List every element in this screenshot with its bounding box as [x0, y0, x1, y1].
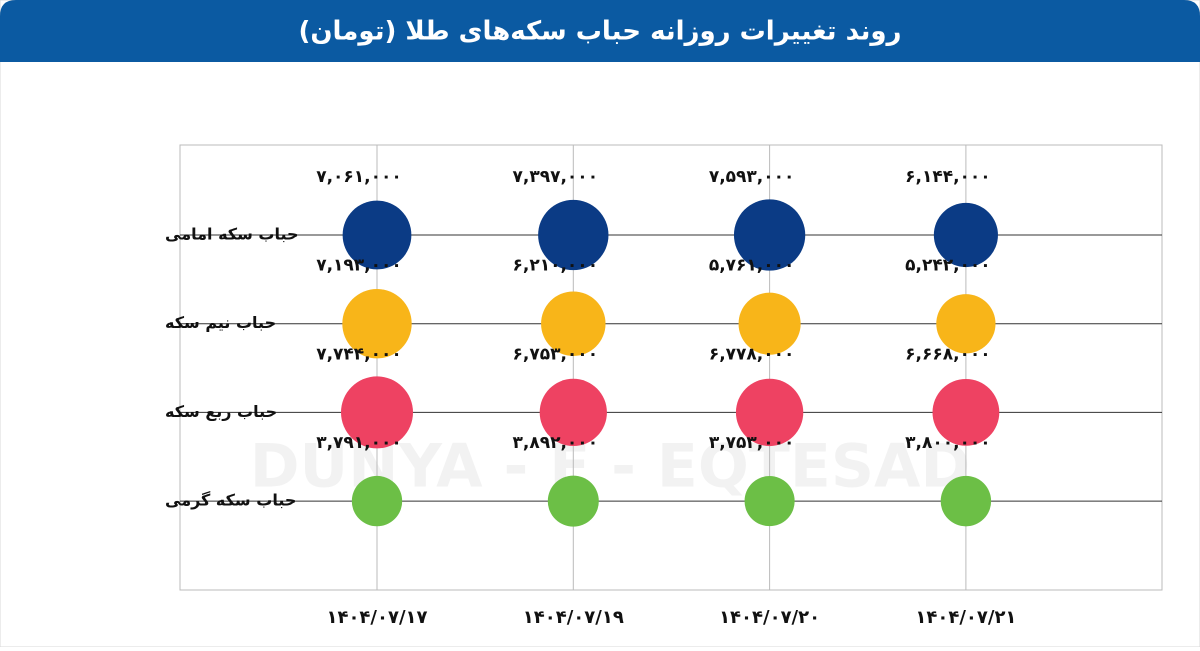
bubble	[538, 199, 609, 271]
data-label: ۶,۶۶۸,۰۰۰	[905, 344, 991, 364]
data-label: ۶,۷۵۳,۰۰۰	[513, 344, 599, 364]
bubble	[936, 294, 996, 354]
data-label: ۷,۷۴۴,۰۰۰	[316, 344, 402, 364]
bubble	[351, 475, 403, 527]
bubble	[744, 476, 795, 527]
data-label: ۵,۷۶۱,۰۰۰	[709, 256, 795, 276]
plot-frame	[179, 144, 1163, 591]
data-label: ۳,۷۹۱,۰۰۰	[316, 433, 402, 453]
data-label: ۵,۲۴۲,۰۰۰	[905, 256, 991, 276]
bubble	[932, 378, 1000, 446]
x-tick-label: ۱۴۰۴/۰۷/۲۱	[915, 607, 1016, 628]
data-label: ۳,۷۵۳,۰۰۰	[709, 433, 795, 453]
x-tick-label: ۱۴۰۴/۰۷/۱۷	[326, 607, 427, 628]
bubble	[342, 200, 412, 270]
bubble	[539, 378, 607, 447]
y-tick-label: حباب سکه گرمی	[165, 491, 296, 510]
bubble	[933, 202, 998, 268]
bubble	[940, 475, 992, 527]
bubble	[733, 199, 806, 271]
bubble	[541, 291, 606, 356]
header-bar	[0, 0, 1200, 62]
y-tick-label: حباب ربع سکه	[165, 402, 277, 421]
data-label: ۷,۳۹۷,۰۰۰	[513, 167, 599, 187]
data-label: ۶,۷۷۸,۰۰۰	[709, 344, 795, 364]
data-label: ۳,۸۰۰,۰۰۰	[905, 433, 991, 453]
data-label: ۶,۱۴۴,۰۰۰	[905, 167, 991, 187]
x-tick-label: ۱۴۰۴/۰۷/۱۹	[523, 607, 624, 628]
bubble	[547, 475, 599, 527]
bubble	[738, 292, 801, 355]
data-label: ۶,۲۱۰,۰۰۰	[513, 256, 599, 276]
data-label: ۳,۸۹۲,۰۰۰	[513, 433, 599, 453]
x-tick-label: ۱۴۰۴/۰۷/۲۰	[719, 607, 820, 628]
y-tick-label: حباب نیم سکه	[165, 313, 276, 332]
bubble	[342, 289, 412, 359]
data-label: ۷,۰۶۱,۰۰۰	[316, 167, 402, 187]
data-label: ۷,۱۹۳,۰۰۰	[316, 256, 402, 276]
bubble	[735, 378, 804, 447]
y-tick-label: حباب سکه امامی	[165, 225, 299, 244]
chart-title: روند تغییرات روزانه حباب سکه‌های طلا (تو…	[298, 17, 901, 47]
bubble	[341, 376, 413, 449]
data-label: ۷,۵۹۳,۰۰۰	[709, 167, 795, 187]
